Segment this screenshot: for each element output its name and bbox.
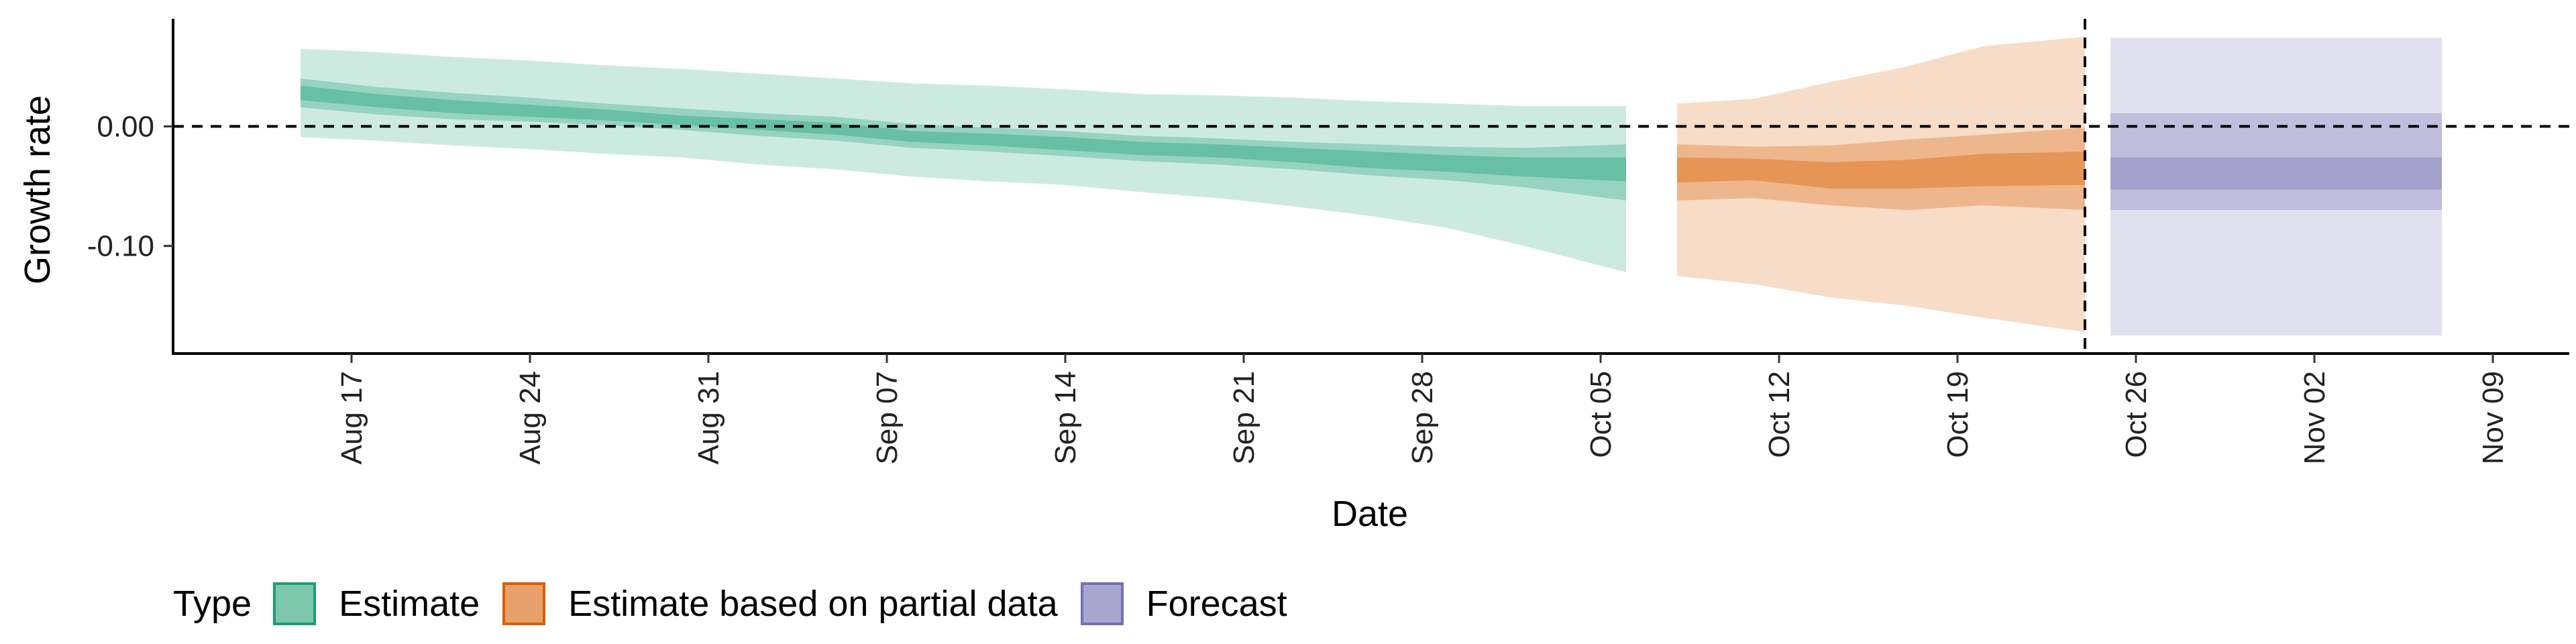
series-forecast (2110, 38, 2442, 336)
series-estimate (301, 48, 1626, 272)
x-tick-label: Sep 28 (1406, 371, 1439, 464)
legend-swatch-forecast (1080, 582, 1124, 625)
legend-label-estimate: Estimate (339, 584, 480, 624)
band-90-forecast (2110, 38, 2442, 336)
y-axis-title: Growth rate (17, 95, 58, 284)
uncertainty-bands (301, 36, 2442, 336)
band-90-estimate (301, 48, 1626, 272)
y-tick-label: -0.10 (87, 230, 154, 263)
legend-title: Type (173, 584, 252, 624)
x-tick-label: Oct 26 (2120, 371, 2153, 458)
legend-label-partial: Estimate based on partial data (568, 584, 1058, 624)
x-tick-label: Aug 24 (514, 371, 547, 464)
band-20-estimate-based-on-partial-data (1677, 151, 2085, 189)
x-tick-label: Aug 17 (335, 371, 368, 464)
legend: Type Estimate Estimate based on partial … (173, 574, 1293, 634)
y-tick-label: 0.00 (97, 110, 154, 143)
band-20-estimate (301, 85, 1626, 182)
x-tick-label: Oct 05 (1585, 371, 1617, 458)
x-tick-label: Sep 14 (1049, 371, 1082, 464)
legend-item-partial: Estimate based on partial data (502, 582, 1058, 625)
x-tick-labels: Aug 17 Aug 24 Aug 31 Sep 07 Sep 14 Sep 21 Sep … (335, 371, 2510, 464)
legend-item-estimate: Estimate (273, 582, 480, 625)
x-tick-label: Sep 07 (871, 371, 904, 464)
x-tick-label: Sep 21 (1228, 371, 1260, 464)
series-estimate-based-on-partial-data (1677, 36, 2085, 332)
x-axis-title: Date (1332, 494, 1408, 534)
reference-lines (173, 19, 2569, 354)
legend-label-forecast: Forecast (1146, 584, 1287, 624)
x-tick-label: Oct 12 (1763, 371, 1796, 458)
x-tick-label: Aug 31 (692, 371, 725, 464)
band-90-estimate-based-on-partial-data (1677, 36, 2085, 332)
band-20-forecast (2110, 157, 2442, 190)
x-tick-label: Nov 09 (2477, 371, 2510, 464)
legend-swatch-estimate (273, 582, 317, 625)
axes (164, 19, 2569, 363)
band-50-forecast (2110, 113, 2442, 211)
x-tick-label: Nov 02 (2298, 371, 2331, 464)
legend-item-forecast: Forecast (1080, 582, 1287, 625)
x-tick-label: Oct 19 (1941, 371, 1974, 458)
legend-swatch-partial (502, 582, 546, 625)
band-50-estimate-based-on-partial-data (1677, 127, 2085, 211)
band-50-estimate (301, 78, 1626, 201)
y-tick-labels: 0.00 -0.10 (87, 110, 154, 262)
